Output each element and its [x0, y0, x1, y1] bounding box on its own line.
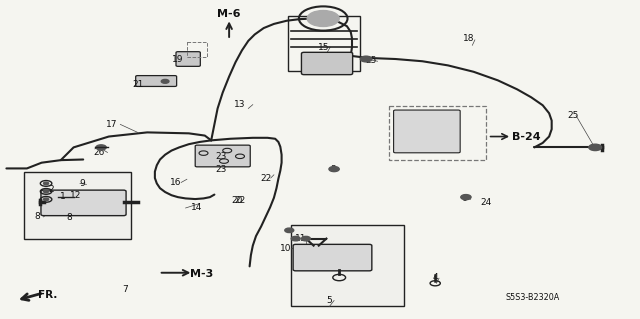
- Text: 17: 17: [106, 120, 118, 129]
- Circle shape: [360, 56, 372, 62]
- Text: 12: 12: [70, 191, 81, 200]
- Text: 22: 22: [234, 197, 246, 205]
- Circle shape: [285, 228, 294, 233]
- Bar: [187, 42, 207, 57]
- Text: 25: 25: [567, 111, 579, 120]
- Text: 21: 21: [132, 80, 143, 89]
- Text: 4: 4: [433, 273, 438, 282]
- Text: 14: 14: [191, 204, 203, 212]
- Text: 6: 6: [461, 194, 467, 203]
- Circle shape: [96, 145, 106, 150]
- Text: 3: 3: [330, 165, 335, 174]
- Text: FR.: FR.: [38, 290, 58, 300]
- Text: 22: 22: [260, 174, 271, 182]
- Text: 20: 20: [231, 196, 243, 205]
- FancyBboxPatch shape: [136, 76, 177, 86]
- Text: B-24: B-24: [512, 131, 541, 142]
- FancyBboxPatch shape: [394, 110, 460, 153]
- Circle shape: [461, 195, 471, 200]
- Text: 7: 7: [122, 285, 127, 294]
- Text: 2: 2: [49, 185, 54, 194]
- Text: 19: 19: [172, 56, 184, 64]
- Bar: [389, 106, 486, 160]
- Text: 16: 16: [170, 178, 182, 187]
- Circle shape: [291, 236, 300, 241]
- FancyBboxPatch shape: [293, 244, 372, 271]
- Bar: [291, 225, 404, 306]
- Text: 13: 13: [234, 100, 246, 109]
- Text: 1: 1: [60, 192, 65, 201]
- Text: 25: 25: [365, 56, 377, 65]
- Text: 24: 24: [481, 198, 492, 207]
- Bar: [24, 172, 131, 239]
- Text: 15: 15: [318, 43, 330, 52]
- FancyBboxPatch shape: [195, 145, 250, 167]
- FancyBboxPatch shape: [176, 52, 200, 66]
- Text: 23: 23: [215, 152, 227, 161]
- Text: 9: 9: [79, 179, 84, 188]
- FancyBboxPatch shape: [301, 52, 353, 75]
- Text: 18: 18: [463, 34, 474, 43]
- Circle shape: [329, 167, 339, 172]
- Circle shape: [301, 236, 310, 241]
- FancyBboxPatch shape: [41, 190, 126, 216]
- Text: 8: 8: [67, 213, 72, 222]
- Circle shape: [307, 11, 339, 26]
- Circle shape: [44, 190, 49, 193]
- Text: 26: 26: [93, 148, 105, 157]
- Text: M-3: M-3: [190, 269, 213, 279]
- Circle shape: [44, 182, 49, 185]
- Circle shape: [161, 79, 169, 83]
- Text: 10: 10: [280, 244, 291, 253]
- Bar: [288, 16, 360, 71]
- Circle shape: [589, 144, 602, 151]
- Text: M-6: M-6: [218, 9, 241, 19]
- Text: 11: 11: [295, 234, 307, 243]
- Text: 23: 23: [215, 165, 227, 174]
- Text: 5: 5: [327, 296, 332, 305]
- Text: S5S3-B2320A: S5S3-B2320A: [506, 293, 559, 302]
- Text: 8: 8: [35, 212, 40, 221]
- Circle shape: [44, 198, 49, 201]
